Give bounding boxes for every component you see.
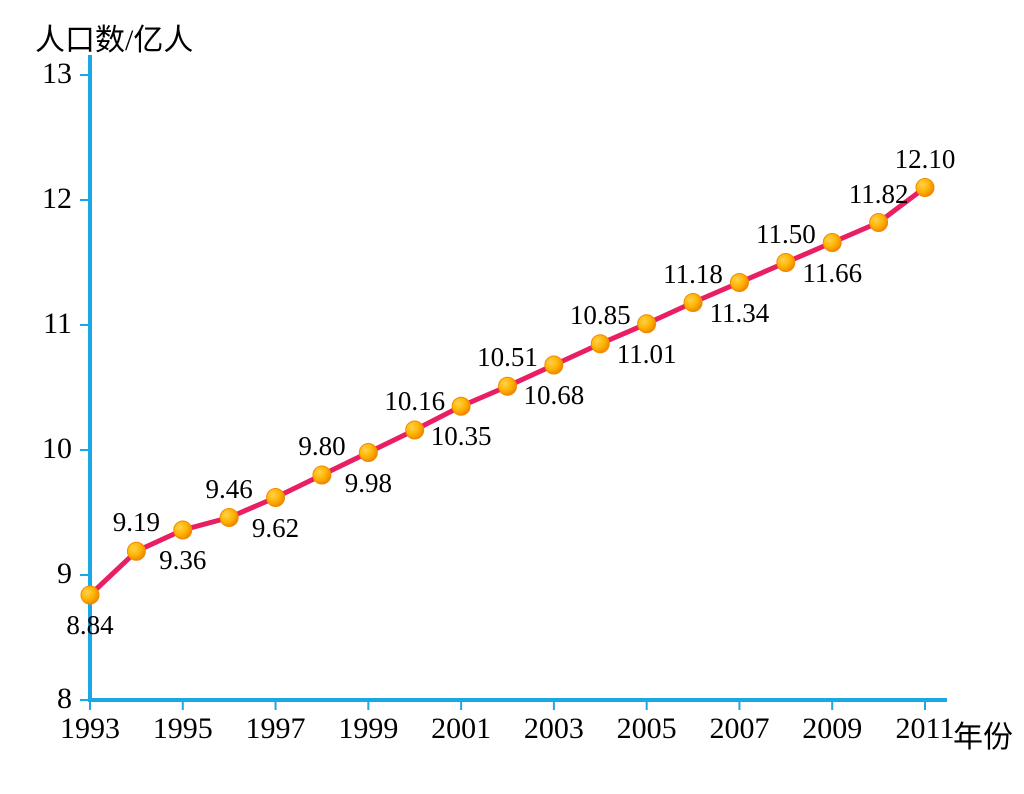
data-marker	[730, 274, 748, 292]
data-label: 10.51	[477, 342, 538, 373]
data-marker	[452, 397, 470, 415]
data-marker	[684, 294, 702, 312]
data-label: 11.50	[756, 219, 816, 250]
data-marker	[81, 586, 99, 604]
y-tick-label: 12	[42, 182, 72, 216]
x-tick-label: 2005	[617, 712, 677, 746]
x-tick-label: 1997	[246, 712, 306, 746]
data-marker	[406, 421, 424, 439]
data-label: 10.16	[384, 386, 445, 417]
data-label: 11.18	[663, 259, 723, 290]
data-label: 9.62	[252, 513, 299, 544]
data-label: 10.35	[431, 421, 492, 452]
data-marker	[777, 254, 795, 272]
x-tick-label: 2007	[709, 712, 769, 746]
y-tick-label: 9	[57, 557, 72, 591]
data-label: 11.82	[849, 179, 909, 210]
x-tick-label: 1993	[60, 712, 120, 746]
y-tick-label: 13	[42, 57, 72, 91]
data-label: 11.01	[617, 339, 677, 370]
data-label: 10.68	[524, 380, 585, 411]
data-label: 12.10	[895, 144, 956, 175]
x-tick-label: 2011	[896, 712, 955, 746]
x-tick-label: 2001	[431, 712, 491, 746]
data-marker	[220, 509, 238, 527]
data-marker	[591, 335, 609, 353]
data-marker	[545, 356, 563, 374]
x-tick-label: 2009	[802, 712, 862, 746]
data-label: 11.66	[802, 258, 862, 289]
data-label: 9.80	[298, 431, 345, 462]
x-tick-label: 1999	[338, 712, 398, 746]
axes	[90, 55, 947, 700]
y-tick-label: 11	[43, 307, 72, 341]
population-line-chart: 8 9 10 11 12 13 1993 1995 1997 1999 2001 2003 2005 20…	[0, 0, 1024, 794]
data-marker	[359, 444, 377, 462]
data-marker	[174, 521, 192, 539]
x-axis-title: 年份	[953, 712, 1013, 756]
chart-svg	[0, 0, 1024, 794]
y-tick-label: 8	[57, 682, 72, 716]
y-tick-label: 10	[42, 432, 72, 466]
data-label: 9.19	[113, 507, 160, 538]
data-marker	[870, 214, 888, 232]
data-marker	[638, 315, 656, 333]
x-tick-label: 1995	[153, 712, 213, 746]
data-marker	[823, 234, 841, 252]
data-label: 9.98	[345, 468, 392, 499]
data-marker	[499, 377, 517, 395]
data-marker	[313, 466, 331, 484]
data-label: 9.46	[206, 474, 253, 505]
data-label: 9.36	[159, 545, 206, 576]
data-label: 11.34	[710, 298, 770, 329]
y-axis-title: 人口数/亿人	[35, 15, 193, 59]
data-marker	[916, 179, 934, 197]
data-label: 8.84	[66, 610, 113, 641]
data-marker	[127, 542, 145, 560]
x-tick-label: 2003	[524, 712, 584, 746]
data-label: 10.85	[570, 300, 631, 331]
data-marker	[267, 489, 285, 507]
